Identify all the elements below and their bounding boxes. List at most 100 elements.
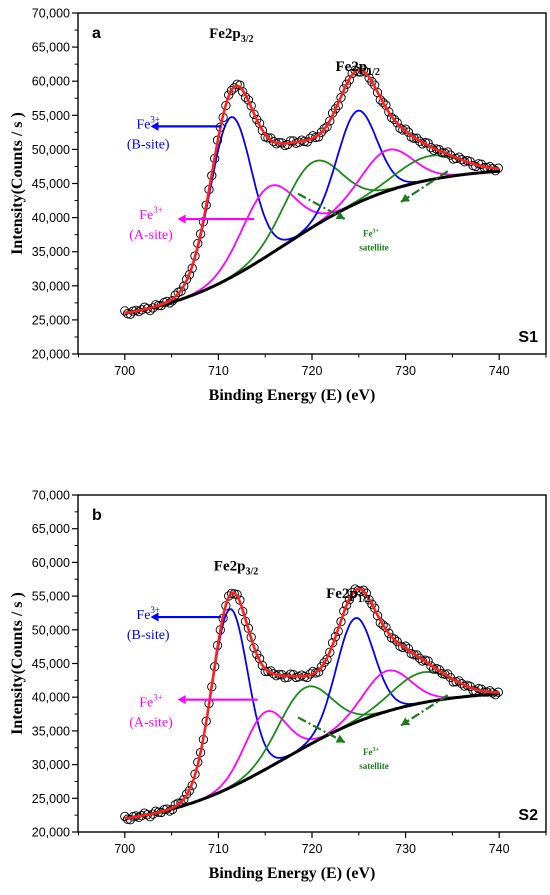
peak-label: Fe2p1/2 bbox=[335, 59, 379, 78]
y-tick-label: 70,000 bbox=[32, 489, 70, 503]
peak-label-subscript: 3/2 bbox=[241, 34, 254, 45]
satellite-ion: Fe bbox=[363, 229, 373, 239]
satellite-charge: 3+ bbox=[373, 229, 380, 235]
data-point bbox=[409, 133, 419, 143]
data-point bbox=[386, 112, 397, 123]
satellite-arrow-left-line bbox=[297, 716, 346, 744]
peak-label-subscript: 1/2 bbox=[367, 67, 380, 78]
data-point bbox=[412, 650, 422, 660]
panel-label: a bbox=[92, 25, 101, 42]
chart-panel-a: 700 710 720 730 740 20,000 25,000 30,000 35,000 4… bbox=[9, 7, 547, 404]
x-axis-label: Binding Energy (E) (eV) bbox=[209, 865, 376, 882]
y-tick-label: 50,000 bbox=[32, 623, 70, 637]
peak-label: Fe2p3/2 bbox=[214, 558, 258, 577]
data-point bbox=[179, 281, 189, 291]
y-tick-label: 25,000 bbox=[32, 313, 70, 327]
data-point bbox=[249, 109, 259, 119]
data-point bbox=[184, 786, 195, 796]
fit-envelope-curve bbox=[124, 68, 500, 315]
b-site-ion: Fe bbox=[136, 117, 150, 132]
a-site-label: (A-site) bbox=[129, 716, 173, 731]
data-point bbox=[319, 124, 329, 134]
y-tick-label: 40,000 bbox=[32, 691, 70, 705]
b-site-arrow-head bbox=[150, 121, 159, 131]
peak-label-main: Fe2p bbox=[326, 586, 358, 602]
a-site-arrow-head bbox=[177, 214, 186, 224]
data-point bbox=[257, 125, 268, 136]
a-site-arrow-head bbox=[177, 695, 186, 705]
b-site-charge: 3+ bbox=[150, 114, 160, 124]
data-point bbox=[238, 87, 248, 97]
y-tick-label: 30,000 bbox=[32, 279, 70, 293]
data-point bbox=[302, 672, 312, 683]
y-tick-label: 60,000 bbox=[32, 556, 70, 570]
data-point bbox=[316, 127, 327, 137]
satellite-arrow-right-head bbox=[400, 193, 411, 202]
data-point bbox=[229, 83, 239, 93]
data-point bbox=[392, 118, 402, 128]
data-point bbox=[384, 107, 394, 117]
y-tick-label: 65,000 bbox=[32, 522, 70, 536]
y-tick-label: 50,000 bbox=[32, 143, 70, 157]
peak-label: Fe2p1/2 bbox=[326, 586, 370, 605]
x-tick-label: 730 bbox=[395, 364, 416, 378]
satellite-arrow-right-line bbox=[400, 170, 449, 203]
data-point bbox=[226, 85, 237, 96]
x-axis-label: Binding Energy (E) (eV) bbox=[209, 387, 376, 404]
data-point bbox=[384, 628, 394, 638]
satellite-ion: Fe bbox=[363, 747, 373, 757]
satellite-arrow-left-head bbox=[335, 211, 345, 220]
peak-label: Fe2p3/2 bbox=[209, 26, 253, 45]
b-site-ion: Fe bbox=[136, 608, 150, 623]
data-point bbox=[414, 136, 425, 146]
a-site-ion: Fe bbox=[139, 208, 153, 223]
data-point bbox=[440, 669, 450, 679]
b-site-ion-label: Fe3+ bbox=[136, 114, 160, 132]
data-point bbox=[389, 634, 400, 644]
b-site-arrow-head bbox=[150, 612, 159, 622]
a-site-label: (A-site) bbox=[129, 228, 173, 243]
x-tick-label: 740 bbox=[489, 842, 510, 856]
data-point bbox=[414, 653, 425, 663]
satellite-arrow-right-line bbox=[400, 694, 449, 727]
x-tick-label: 700 bbox=[114, 364, 135, 378]
peak-label-main: Fe2p bbox=[214, 558, 246, 574]
background-curve bbox=[124, 692, 500, 820]
y-tick-label: 45,000 bbox=[32, 177, 70, 191]
data-point bbox=[145, 812, 155, 822]
y-tick-label: 65,000 bbox=[32, 41, 70, 55]
data-point bbox=[409, 650, 419, 660]
peak-label-main: Fe2p bbox=[209, 26, 241, 42]
plot-frame bbox=[77, 494, 547, 833]
y-tick-label: 35,000 bbox=[32, 724, 70, 738]
a-site-charge: 3+ bbox=[153, 693, 163, 703]
satellite-label: satellite bbox=[359, 761, 389, 771]
satellite-charge: 3+ bbox=[373, 747, 380, 753]
data-point bbox=[179, 794, 189, 805]
satellite-arrow-left-line bbox=[297, 192, 346, 220]
data-point bbox=[344, 75, 355, 85]
data-point bbox=[378, 97, 388, 108]
data-point bbox=[361, 67, 371, 77]
data-points bbox=[120, 584, 503, 825]
y-tick-label: 35,000 bbox=[32, 245, 70, 259]
peak-label-subscript: 1/2 bbox=[358, 594, 371, 605]
satellite-arrow-left-head bbox=[335, 734, 345, 743]
a-site-ion-label: Fe3+ bbox=[139, 205, 163, 223]
data-point bbox=[266, 133, 276, 143]
data-point bbox=[145, 305, 155, 316]
data-point bbox=[361, 588, 371, 598]
y-tick-label: 55,000 bbox=[32, 109, 70, 123]
peak-label-main: Fe2p bbox=[335, 59, 367, 75]
data-point bbox=[311, 132, 321, 143]
y-axis-label: Intensity(Counts / s ) bbox=[9, 112, 26, 255]
data-point bbox=[457, 679, 467, 689]
a-site-charge: 3+ bbox=[153, 205, 163, 215]
y-tick-label: 70,000 bbox=[32, 7, 70, 21]
panel-label: b bbox=[92, 507, 102, 524]
data-point bbox=[325, 647, 335, 657]
y-tick-label: 30,000 bbox=[32, 758, 70, 772]
data-point bbox=[176, 286, 186, 296]
y-tick-label: 20,000 bbox=[32, 826, 70, 840]
